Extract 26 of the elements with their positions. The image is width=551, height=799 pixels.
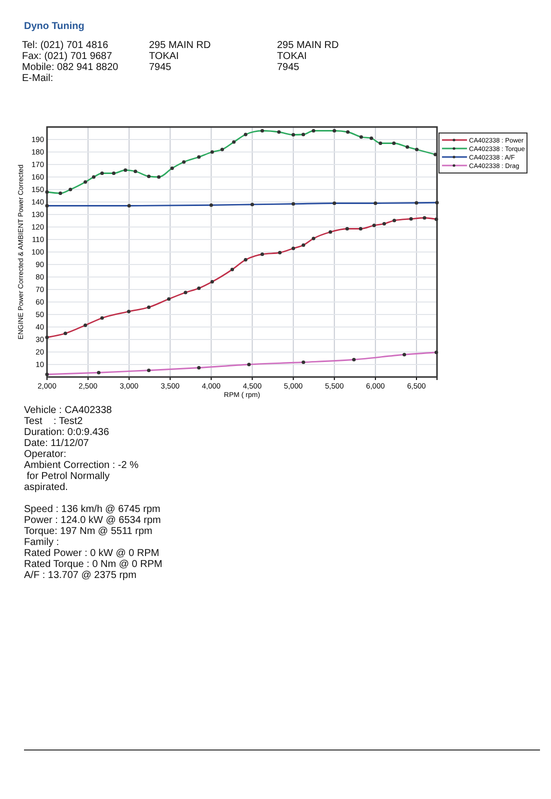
text: 7945	[149, 62, 172, 73]
text: 7945	[277, 62, 300, 73]
text: TOKAI	[277, 51, 307, 62]
text: Rated Power : 0 kW @ 0 RPM	[24, 548, 160, 559]
text: Tel: (021) 701 4816	[22, 40, 109, 51]
text: Date: 11/12/07	[24, 438, 90, 449]
text: A/F : 13.707 @ 2375 rpm	[24, 570, 136, 581]
text: Duration: 0:0:9.436	[24, 427, 110, 438]
text: Operator:	[24, 449, 66, 460]
text: Family :	[24, 537, 59, 548]
text: Ambient Correction : -2 %	[24, 460, 139, 471]
text: Test : Test2	[24, 416, 84, 427]
text: for Petrol Normally	[24, 471, 110, 482]
text: Fax: (021) 701 9687	[22, 51, 112, 62]
text: Power : 124.0 kW @ 6534 rpm	[24, 515, 161, 526]
text: Vehicle : CA402338	[24, 405, 112, 416]
text: Speed : 136 km/h @ 6745 rpm	[24, 504, 160, 515]
text: 295 MAIN RD	[149, 40, 211, 51]
text: 295 MAIN RD	[277, 40, 339, 51]
text: Torque: 197 Nm @ 5511 rpm	[24, 526, 152, 537]
text: aspirated.	[24, 482, 68, 493]
text: TOKAI	[149, 51, 179, 62]
text: Dyno Tuning	[24, 21, 84, 32]
text: Rated Torque : 0 Nm @ 0 RPM	[24, 559, 162, 570]
text: E-Mail:	[22, 73, 54, 84]
text: Mobile: 082 941 8820	[22, 62, 119, 73]
